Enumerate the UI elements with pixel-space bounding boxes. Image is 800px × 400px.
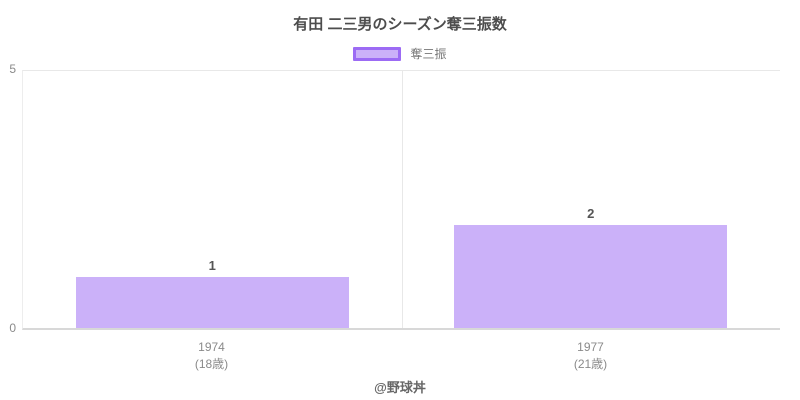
category-1974: 1 (23, 71, 402, 328)
bar-value-label: 1 (208, 257, 216, 273)
x-axis-label-1974: 1974 (18歳) (22, 339, 401, 373)
x-axis-age: (18歳) (194, 357, 229, 371)
y-axis-tick-0: 0 (9, 321, 16, 335)
legend-swatch[interactable] (353, 46, 402, 61)
bar-1974[interactable] (75, 276, 349, 328)
bar-value-label: 2 (587, 206, 595, 222)
legend-label[interactable]: 奪三振 (410, 47, 447, 61)
x-axis-label-1977: 1977 (21歳) (401, 339, 780, 373)
x-axis-year: 1974 (198, 340, 225, 354)
plot-area: 1 2 (22, 70, 780, 330)
category-divider-gridline (401, 71, 403, 328)
y-axis-tick-5: 5 (9, 62, 16, 76)
watermark-credit: @野球丼 (374, 380, 426, 395)
bar-1977[interactable] (454, 225, 727, 328)
category-1977: 2 (402, 71, 781, 328)
x-axis-age: (21歳) (573, 357, 608, 371)
x-axis-year: 1977 (577, 340, 604, 354)
legend: 奪三振 (0, 45, 800, 62)
chart-title: 有田 二三男のシーズン奪三振数 (293, 16, 507, 33)
